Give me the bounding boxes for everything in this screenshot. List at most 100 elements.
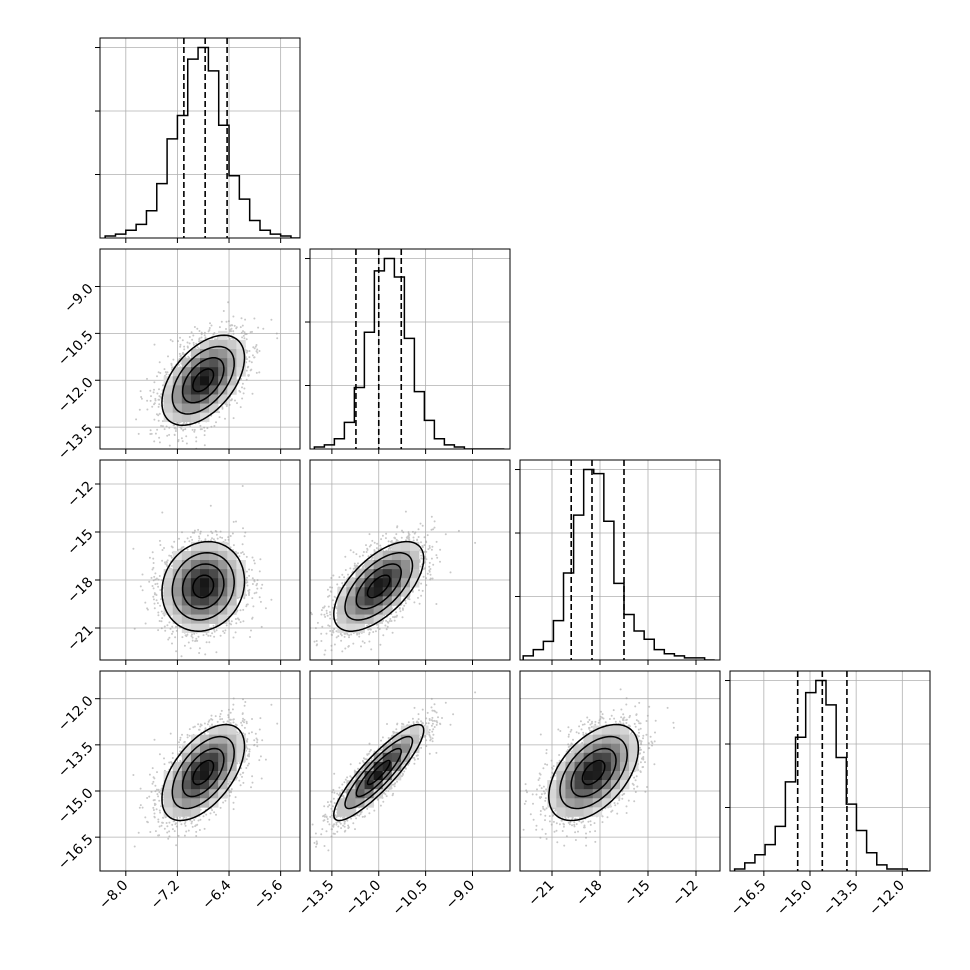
density-cell xyxy=(373,587,384,597)
density-cell xyxy=(190,385,201,395)
contour-line xyxy=(559,735,628,810)
panel-1-0: −13.5−12.0−10.5−9.0 xyxy=(55,248,301,463)
density-cell xyxy=(190,376,201,386)
density-cell xyxy=(574,761,584,772)
density-cell xyxy=(236,349,246,359)
contour-line xyxy=(161,723,246,822)
panel-0-0 xyxy=(95,37,301,243)
density-cell xyxy=(391,752,402,763)
contour-line xyxy=(171,735,235,810)
density-cell xyxy=(218,789,228,799)
density-cell xyxy=(373,569,384,579)
density-cell xyxy=(400,569,411,579)
density-cell xyxy=(227,385,237,395)
density-cell xyxy=(200,349,210,359)
density-cell xyxy=(410,734,420,745)
contour-line xyxy=(366,574,391,599)
contour-line xyxy=(192,574,215,599)
density-cell xyxy=(190,623,201,634)
density-cell xyxy=(209,550,219,561)
density-cell xyxy=(346,605,356,615)
density-cell xyxy=(391,541,402,552)
density-cell xyxy=(227,752,237,763)
density-cell xyxy=(227,560,237,570)
density-cell xyxy=(355,596,365,606)
contour-line xyxy=(192,368,215,393)
density-cell xyxy=(200,385,210,395)
density-cell xyxy=(209,587,219,597)
density-cell xyxy=(364,578,374,588)
contour-line xyxy=(192,759,215,786)
density-cell xyxy=(583,789,594,799)
density-cell xyxy=(209,605,219,615)
density-cell xyxy=(218,578,228,588)
density-cell xyxy=(209,385,219,395)
density-cell xyxy=(610,725,621,735)
density-cell xyxy=(190,587,201,597)
density-cell xyxy=(200,578,210,588)
density-cell xyxy=(601,780,612,790)
density-cell xyxy=(209,771,219,781)
density-cell xyxy=(218,376,228,386)
density-cell xyxy=(227,367,237,377)
density-cell xyxy=(236,743,246,754)
density-cell xyxy=(410,743,420,754)
density-cell xyxy=(364,569,374,579)
density-cell xyxy=(391,587,402,597)
density-cell xyxy=(227,569,237,579)
contour-line xyxy=(181,563,225,610)
density-cell xyxy=(190,367,201,377)
contour-line xyxy=(181,357,225,404)
density-cell xyxy=(209,541,219,552)
density-cell xyxy=(355,789,365,799)
density-cell xyxy=(236,578,246,588)
density-cell xyxy=(227,596,237,606)
density-cell xyxy=(364,587,374,597)
contour-line xyxy=(171,552,235,621)
density-cell xyxy=(163,807,174,817)
density-cell xyxy=(163,394,174,404)
density-cell xyxy=(601,761,612,772)
density-cell xyxy=(583,743,594,754)
density-cell xyxy=(373,596,384,606)
panel-frame xyxy=(729,670,931,872)
density-cell xyxy=(190,560,201,570)
density-cell xyxy=(209,752,219,763)
density-cell xyxy=(181,743,192,754)
density-cell xyxy=(218,560,228,570)
density-cell xyxy=(565,798,575,808)
density-cell xyxy=(382,587,393,597)
density-cell xyxy=(190,798,201,808)
density-cell xyxy=(565,771,575,781)
density-cell xyxy=(200,734,210,745)
density-cell xyxy=(218,385,228,395)
density-cell xyxy=(190,349,201,359)
density-cell xyxy=(172,798,183,808)
density-cell xyxy=(364,560,374,570)
density-cell xyxy=(391,550,402,561)
density-cell xyxy=(574,780,584,790)
density-cell xyxy=(547,789,557,799)
density-cell xyxy=(200,798,210,808)
density-cell xyxy=(163,385,174,395)
density-cell xyxy=(346,780,356,790)
density-cell xyxy=(209,734,219,745)
density-cell xyxy=(200,771,210,781)
density-cell xyxy=(236,358,246,368)
panel-1-1 xyxy=(305,248,511,454)
density-cell xyxy=(592,761,603,772)
density-cell xyxy=(200,376,210,386)
density-cell xyxy=(574,798,584,808)
density-cell xyxy=(172,771,183,781)
density-cell xyxy=(190,578,201,588)
density-cell xyxy=(200,596,210,606)
density-cell xyxy=(200,541,210,552)
density-cell xyxy=(355,605,365,615)
density-cell xyxy=(346,587,356,597)
density-cell xyxy=(227,605,237,615)
density-cell xyxy=(337,614,347,624)
contour-line xyxy=(570,747,617,798)
density-cell xyxy=(346,798,356,808)
